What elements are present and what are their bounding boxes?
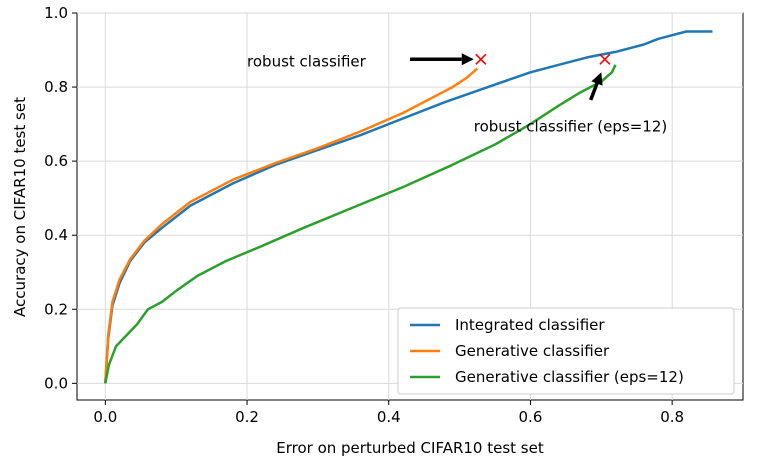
y-tick-label: 0.0 [44,374,68,392]
annotation-arrow-0 [410,53,474,66]
x-tick-label: 0.4 [377,408,401,426]
x-marker-1 [599,53,611,65]
y-tick-label: 1.0 [44,4,68,22]
annotations: robust classifier robust classifier (eps=… [247,53,667,136]
series-lines [104,30,713,384]
x-tick-label: 0.0 [93,408,117,426]
legend-box [397,307,735,395]
y-tick-label: 0.4 [44,226,68,244]
y-tick-label: 0.6 [44,152,68,170]
legend-label-generative: Generative classifier [455,342,610,360]
legend-label-integrated: Integrated classifier [455,316,605,334]
series-line-1 [104,67,479,384]
annotation-arrow-1 [589,72,603,101]
x-tick-label: 0.6 [519,408,543,426]
ticks: 0.0 0.2 0.4 0.6 0.8 0.0 0.2 0.4 0.6 0.8 1.0 [44,4,684,426]
annotation-text-1: robust classifier (eps=12) [474,118,667,136]
legend-label-generative-eps12: Generative classifier (eps=12) [455,368,684,386]
y-tick-label: 0.2 [44,300,68,318]
y-tick-label: 0.8 [44,78,68,96]
legend: Integrated classifier Generative classif… [397,307,735,395]
x-tick-label: 0.2 [235,408,259,426]
annotation-text-0: robust classifier [247,53,367,71]
x-marker-0 [475,53,487,65]
series-line-2 [104,64,617,384]
markers [475,53,611,65]
y-axis-label: Accuracy on CIFAR10 test set [11,97,29,317]
x-axis-label: Error on perturbed CIFAR10 test set [276,439,544,457]
x-tick-label: 0.8 [660,408,684,426]
